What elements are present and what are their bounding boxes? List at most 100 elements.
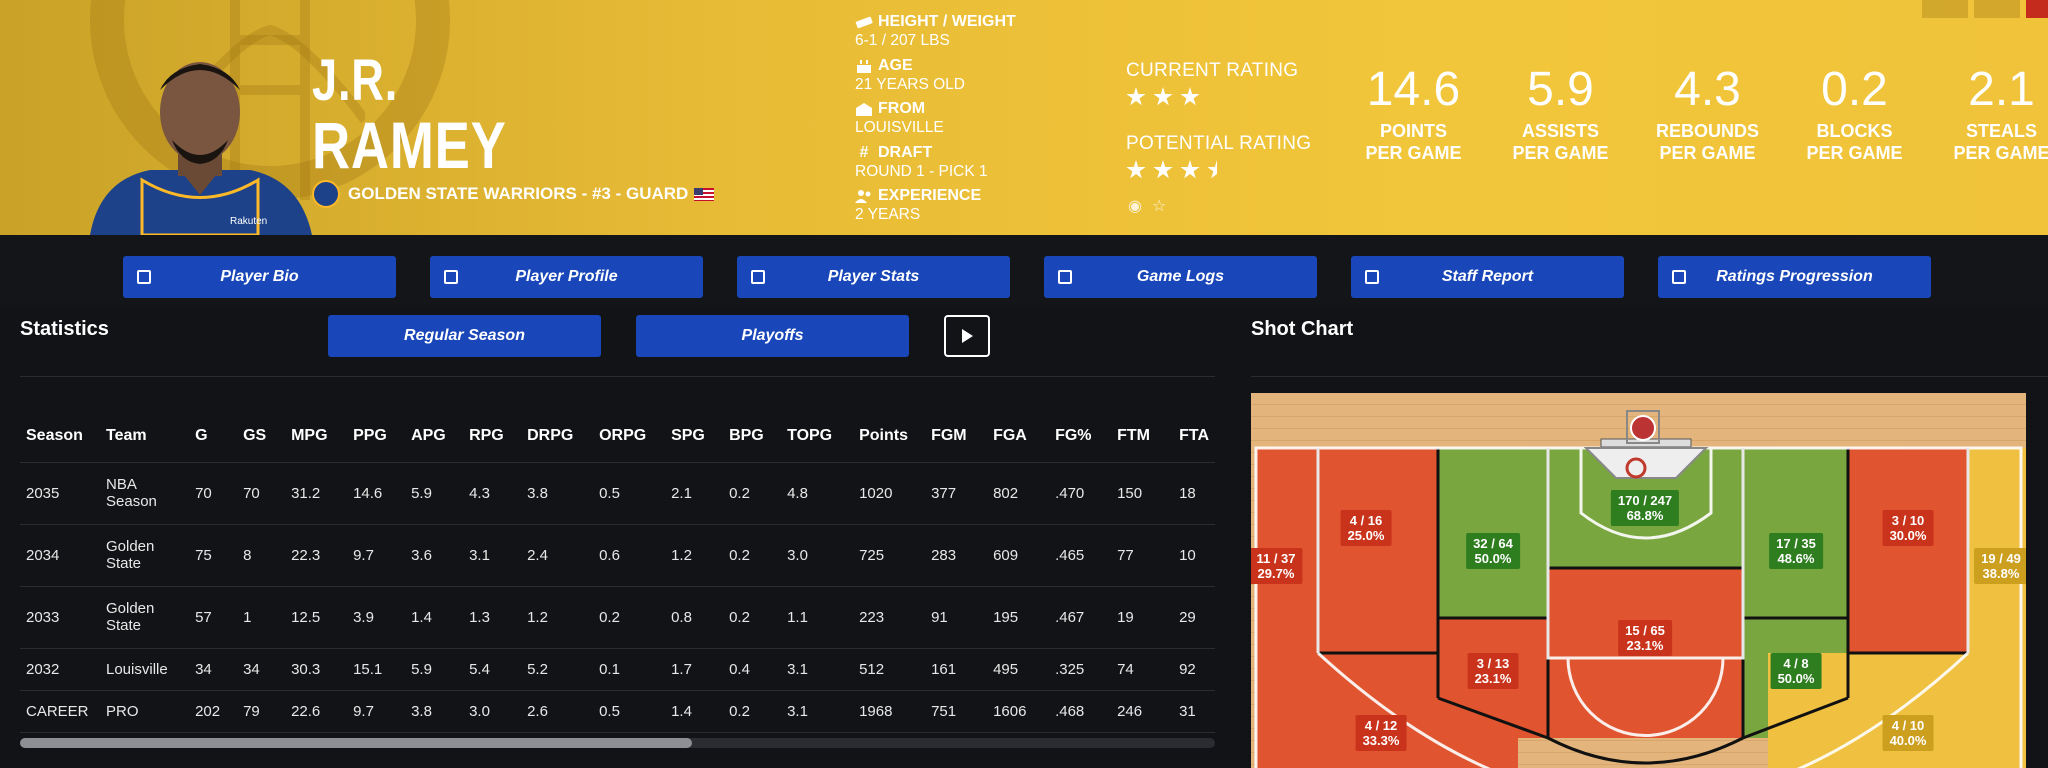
horizontal-scrollbar-thumb[interactable]	[20, 738, 692, 748]
column-header[interactable]: GS	[237, 410, 286, 463]
shot-zone-percentage: 38.8%	[1982, 566, 2020, 581]
table-cell: 0.2	[723, 690, 782, 733]
table-cell: 79	[237, 690, 286, 733]
shot-zone-makes-attempts: 170 / 247	[1617, 493, 1673, 508]
table-cell: 2033	[20, 586, 100, 649]
shot-zone-makes-attempts: 4 / 16	[1349, 513, 1383, 528]
table-cell: 2.4	[521, 524, 594, 587]
nav-player-profile[interactable]: Player Profile	[430, 256, 703, 298]
column-header[interactable]: MPG	[285, 410, 348, 463]
table-cell: Golden State	[100, 524, 190, 587]
shot-zone-percentage: 33.3%	[1362, 733, 1400, 748]
tab-regular-season[interactable]: Regular Season	[328, 315, 601, 357]
bio-from: FROM LOUISVILLE	[855, 100, 944, 136]
table-cell: 75	[189, 524, 238, 587]
table-cell: 2.6	[521, 690, 594, 733]
table-cell: CAREER	[20, 690, 100, 733]
table-cell: 150	[1111, 462, 1174, 525]
bio-age: AGE 21 YEARS OLD	[855, 56, 965, 93]
player-badges: ◉ ☆	[1128, 196, 1166, 216]
table-cell: 1.3	[463, 586, 522, 649]
player-last-name: RAMEY	[312, 108, 507, 182]
column-header[interactable]: FTA	[1173, 410, 1215, 463]
star-outline-icon[interactable]: ☆	[1151, 198, 1167, 215]
table-cell: 1020	[853, 462, 926, 525]
nav-player-stats[interactable]: Player Stats	[737, 256, 1010, 298]
bio-info: HEIGHT / WEIGHT 6-1 / 207 LBS AGE 21 YEA…	[855, 12, 1085, 230]
shot-zone-percentage: 48.6%	[1777, 551, 1815, 566]
bio-experience: EXPERIENCE 2 YEARS	[855, 187, 982, 223]
table-cell: 9.7	[347, 524, 406, 587]
table-cell: 202	[189, 690, 238, 733]
star-icon	[1153, 160, 1173, 179]
table-cell: 70	[189, 462, 238, 525]
statistics-title: Statistics	[20, 318, 109, 340]
column-header[interactable]: FTM	[1111, 410, 1174, 463]
column-header[interactable]: FGM	[925, 410, 988, 463]
column-header[interactable]: Team	[100, 410, 190, 463]
column-header[interactable]: G	[189, 410, 238, 463]
column-header[interactable]: DRPG	[521, 410, 594, 463]
nav-game-logs[interactable]: Game Logs	[1044, 256, 1317, 298]
current-rating-label: CURRENT RATING	[1126, 60, 1299, 81]
nav-player-bio[interactable]: Player Bio	[123, 256, 396, 298]
column-header[interactable]: FG%	[1049, 410, 1112, 463]
nav-staff-report[interactable]: Staff Report	[1351, 256, 1624, 298]
column-header[interactable]: ORPG	[593, 410, 666, 463]
table-cell: 5.4	[463, 648, 522, 691]
table-cell: 18	[1173, 462, 1215, 525]
table-cell: 0.2	[593, 586, 666, 649]
column-header[interactable]: PPG	[347, 410, 406, 463]
table-cell: 3.0	[781, 524, 854, 587]
table-cell: 2032	[20, 648, 100, 691]
table-cell: 3.1	[781, 648, 854, 691]
medal-icon[interactable]: ◉	[1128, 198, 1142, 215]
table-header-row: Season Team G GS MPG PPG APG RPG DRPG ORPG SPG BPG T…	[20, 410, 1215, 463]
table-row: 2034 Golden State 75 8 22.3 9.7 3.6 3.1 2.4 0.6 1.…	[20, 524, 1215, 587]
table-cell: .325	[1049, 648, 1112, 691]
shot-zone-label: 3 / 13 23.1%	[1467, 653, 1519, 689]
column-header[interactable]: BPG	[723, 410, 782, 463]
shot-zone-makes-attempts: 32 / 64	[1473, 536, 1513, 551]
minimize-button[interactable]	[1922, 0, 1968, 18]
shot-zone-percentage: 23.1%	[1626, 638, 1664, 653]
table-cell: 0.2	[723, 524, 782, 587]
table-cell: .470	[1049, 462, 1112, 525]
window-controls	[1916, 0, 2048, 18]
column-header[interactable]: SPG	[665, 410, 724, 463]
table-cell: 34	[237, 648, 286, 691]
line-chart-icon	[1672, 270, 1686, 284]
table-cell: 74	[1111, 648, 1174, 691]
column-header[interactable]: TOPG	[781, 410, 854, 463]
table-cell: 0.5	[593, 462, 666, 525]
table-cell: 92	[1173, 648, 1215, 691]
star-icon	[1180, 87, 1200, 106]
statistics-table: Season Team G GS MPG PPG APG RPG DRPG ORPG SPG BPG T…	[20, 410, 1215, 733]
shot-zone-label: 170 / 247 68.8%	[1610, 490, 1680, 526]
column-header[interactable]: APG	[405, 410, 464, 463]
us-flag-icon	[694, 187, 715, 201]
nav-ratings-progression[interactable]: Ratings Progression	[1658, 256, 1931, 298]
table-cell: Louisville	[100, 648, 190, 691]
current-rating-stars	[1126, 87, 1311, 107]
tab-playoffs[interactable]: Playoffs	[636, 315, 909, 357]
close-button[interactable]	[2026, 0, 2048, 18]
id-card-icon	[137, 270, 151, 284]
table-cell: 70	[237, 462, 286, 525]
column-header[interactable]: Season	[20, 410, 100, 463]
star-icon	[1126, 87, 1146, 106]
table-cell: 1.1	[781, 586, 854, 649]
table-cell: 0.2	[723, 586, 782, 649]
table-cell: .467	[1049, 586, 1112, 649]
maximize-button[interactable]	[1974, 0, 2020, 18]
table-cell: 9.7	[347, 690, 406, 733]
shot-zone-percentage: 50.0%	[1777, 671, 1815, 686]
shot-zone-percentage: 68.8%	[1626, 508, 1664, 523]
column-header[interactable]: FGA	[987, 410, 1050, 463]
bar-chart-icon	[751, 270, 765, 284]
shot-zone-label: 4 / 8 50.0%	[1770, 653, 1822, 689]
table-cell: .468	[1049, 690, 1112, 733]
column-header[interactable]: RPG	[463, 410, 522, 463]
play-button[interactable]	[944, 315, 990, 357]
column-header[interactable]: Points	[853, 410, 926, 463]
